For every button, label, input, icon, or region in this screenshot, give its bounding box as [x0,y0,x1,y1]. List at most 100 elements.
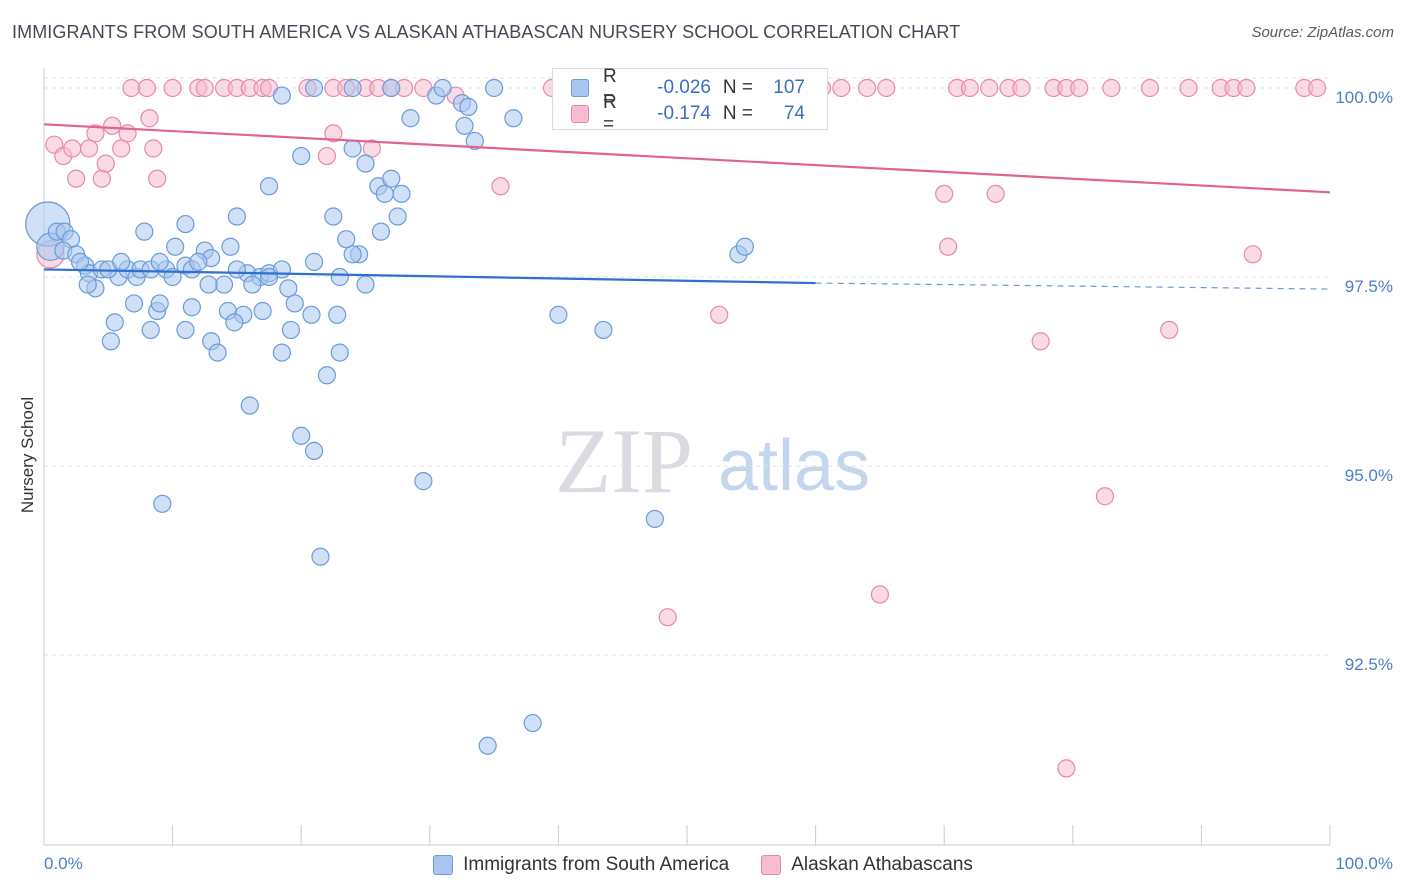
south-america-point-97 [433,78,452,98]
y-tick-label-2: 95.0% [1345,466,1393,485]
south-america-point-95 [272,86,292,105]
south-america-point-63 [735,237,754,256]
athabascan-point-8 [96,154,115,173]
south-america-point-96 [304,78,324,98]
athabascan-point-34 [195,78,214,98]
chart-title: IMMIGRANTS FROM SOUTH AMERICA VS ALASKAN… [12,22,961,42]
athabascan-point-6 [86,124,105,143]
south-america-point-58 [414,472,433,491]
south-america-point-90 [465,131,484,151]
n-value: 74 [783,103,805,124]
south-america-point-92 [485,78,504,98]
south-america-point-46 [281,320,301,340]
r-label: R = [603,92,617,135]
south-america-point-59 [549,305,568,324]
athabascan-point-21 [938,237,958,256]
south-america-point-42 [105,313,124,332]
athabascan-point-28 [870,585,890,604]
watermark-zip: ZIP [555,410,693,512]
stats-swatch-pink [571,105,589,123]
south-america-point-43 [141,320,160,340]
athabascan-point-62 [1012,78,1031,98]
r-value: -0.174 [657,103,711,124]
athabascan-point-30 [122,78,141,98]
south-america-point-31 [199,275,218,294]
source-credit: Source: ZipAtlas.com [1251,24,1394,41]
south-america-point-104 [227,260,246,279]
south-america-point-66 [135,222,154,241]
athabascan-point-67 [1140,78,1160,98]
south-america-point-73 [356,154,375,173]
legend-label-series2: Alaskan Athabascans [791,854,973,875]
south-america-point-41 [328,305,347,324]
south-america-point-98 [70,252,90,271]
r-value: -0.026 [657,77,711,98]
athabascan-point-65 [1070,78,1089,98]
athabascan-point-23 [710,305,729,324]
south-america-point-83 [330,267,349,287]
stats-row-series1: R = -0.026 N = 107 [571,66,805,109]
athabascan-point-13 [148,169,167,188]
legend-item-series1[interactable]: Immigrants from South America [433,854,729,876]
athabascan-point-20 [986,184,1005,203]
stats-swatch-blue [571,79,589,97]
south-america-point-102 [189,252,208,271]
south-america-point-76 [382,169,401,188]
athabascan-point-55 [832,78,851,98]
athabascan-point-22 [1243,245,1262,264]
athabascan-point-15 [317,146,337,166]
athabascan-point-57 [877,78,896,98]
south-america-point-18 [166,237,185,256]
athabascan-point-68 [1179,78,1198,98]
legend-item-series2[interactable]: Alaskan Athabascans [761,854,973,876]
south-america-point-101 [150,252,169,271]
athabascan-point-29 [1057,759,1076,778]
south-america-point-32 [124,294,144,313]
athabascan-point-71 [1237,78,1256,98]
south-america-point-68 [227,207,246,226]
y-tick-label-1: 97.5% [1345,277,1393,296]
legend-label-series1: Immigrants from South America [463,854,730,875]
stats-row-series2: R = -0.174 N = 74 [571,92,805,135]
x-tick-label-min: 0.0% [44,854,83,873]
athabascan-point-73 [1308,78,1327,98]
south-america-point-67 [176,214,195,234]
south-america-point-54 [292,426,311,445]
athabascan-point-32 [163,78,182,98]
athabascan-point-9 [103,116,122,135]
south-america-point-57 [311,547,330,566]
athabascan-point-24 [1031,332,1050,351]
athabascan-point-25 [1160,320,1179,340]
south-america-point-50 [101,332,120,351]
y-tick-label-0: 100.0% [1335,88,1393,107]
south-america-point-69 [259,177,279,196]
south-america-point-75 [375,184,394,203]
south-america-point-30 [214,275,234,294]
south-america-point-82 [304,252,324,271]
south-america-trend-extension [815,282,1331,290]
athabascan-point-66 [1102,78,1121,98]
athabascan-point-31 [137,78,156,98]
south-america-point-34 [150,294,169,313]
south-america-point-29 [243,275,262,294]
stats-legend-box: R = -0.026 N = 107 R = -0.174 N = 74 [552,66,828,135]
south-america-point-105 [337,230,356,249]
south-america-point-79 [371,222,391,241]
south-america-point-71 [324,207,343,226]
athabascan-point-17 [362,139,382,158]
south-america-point-15 [78,275,97,294]
south-america-point-72 [343,139,362,158]
south-america-point-84 [356,275,375,294]
athabascan-point-19 [935,184,954,203]
south-america-point-65 [478,736,497,755]
south-america-point-70 [292,146,311,166]
south-america-point-89 [459,97,478,117]
south-america-point-56 [153,494,172,513]
south-america-point-93 [382,78,401,98]
south-america-point-38 [253,301,272,321]
south-america-point-81 [343,245,362,264]
south-america-point-48 [208,343,227,362]
athabascan-point-10 [112,139,131,158]
south-america-point-40 [302,305,321,324]
